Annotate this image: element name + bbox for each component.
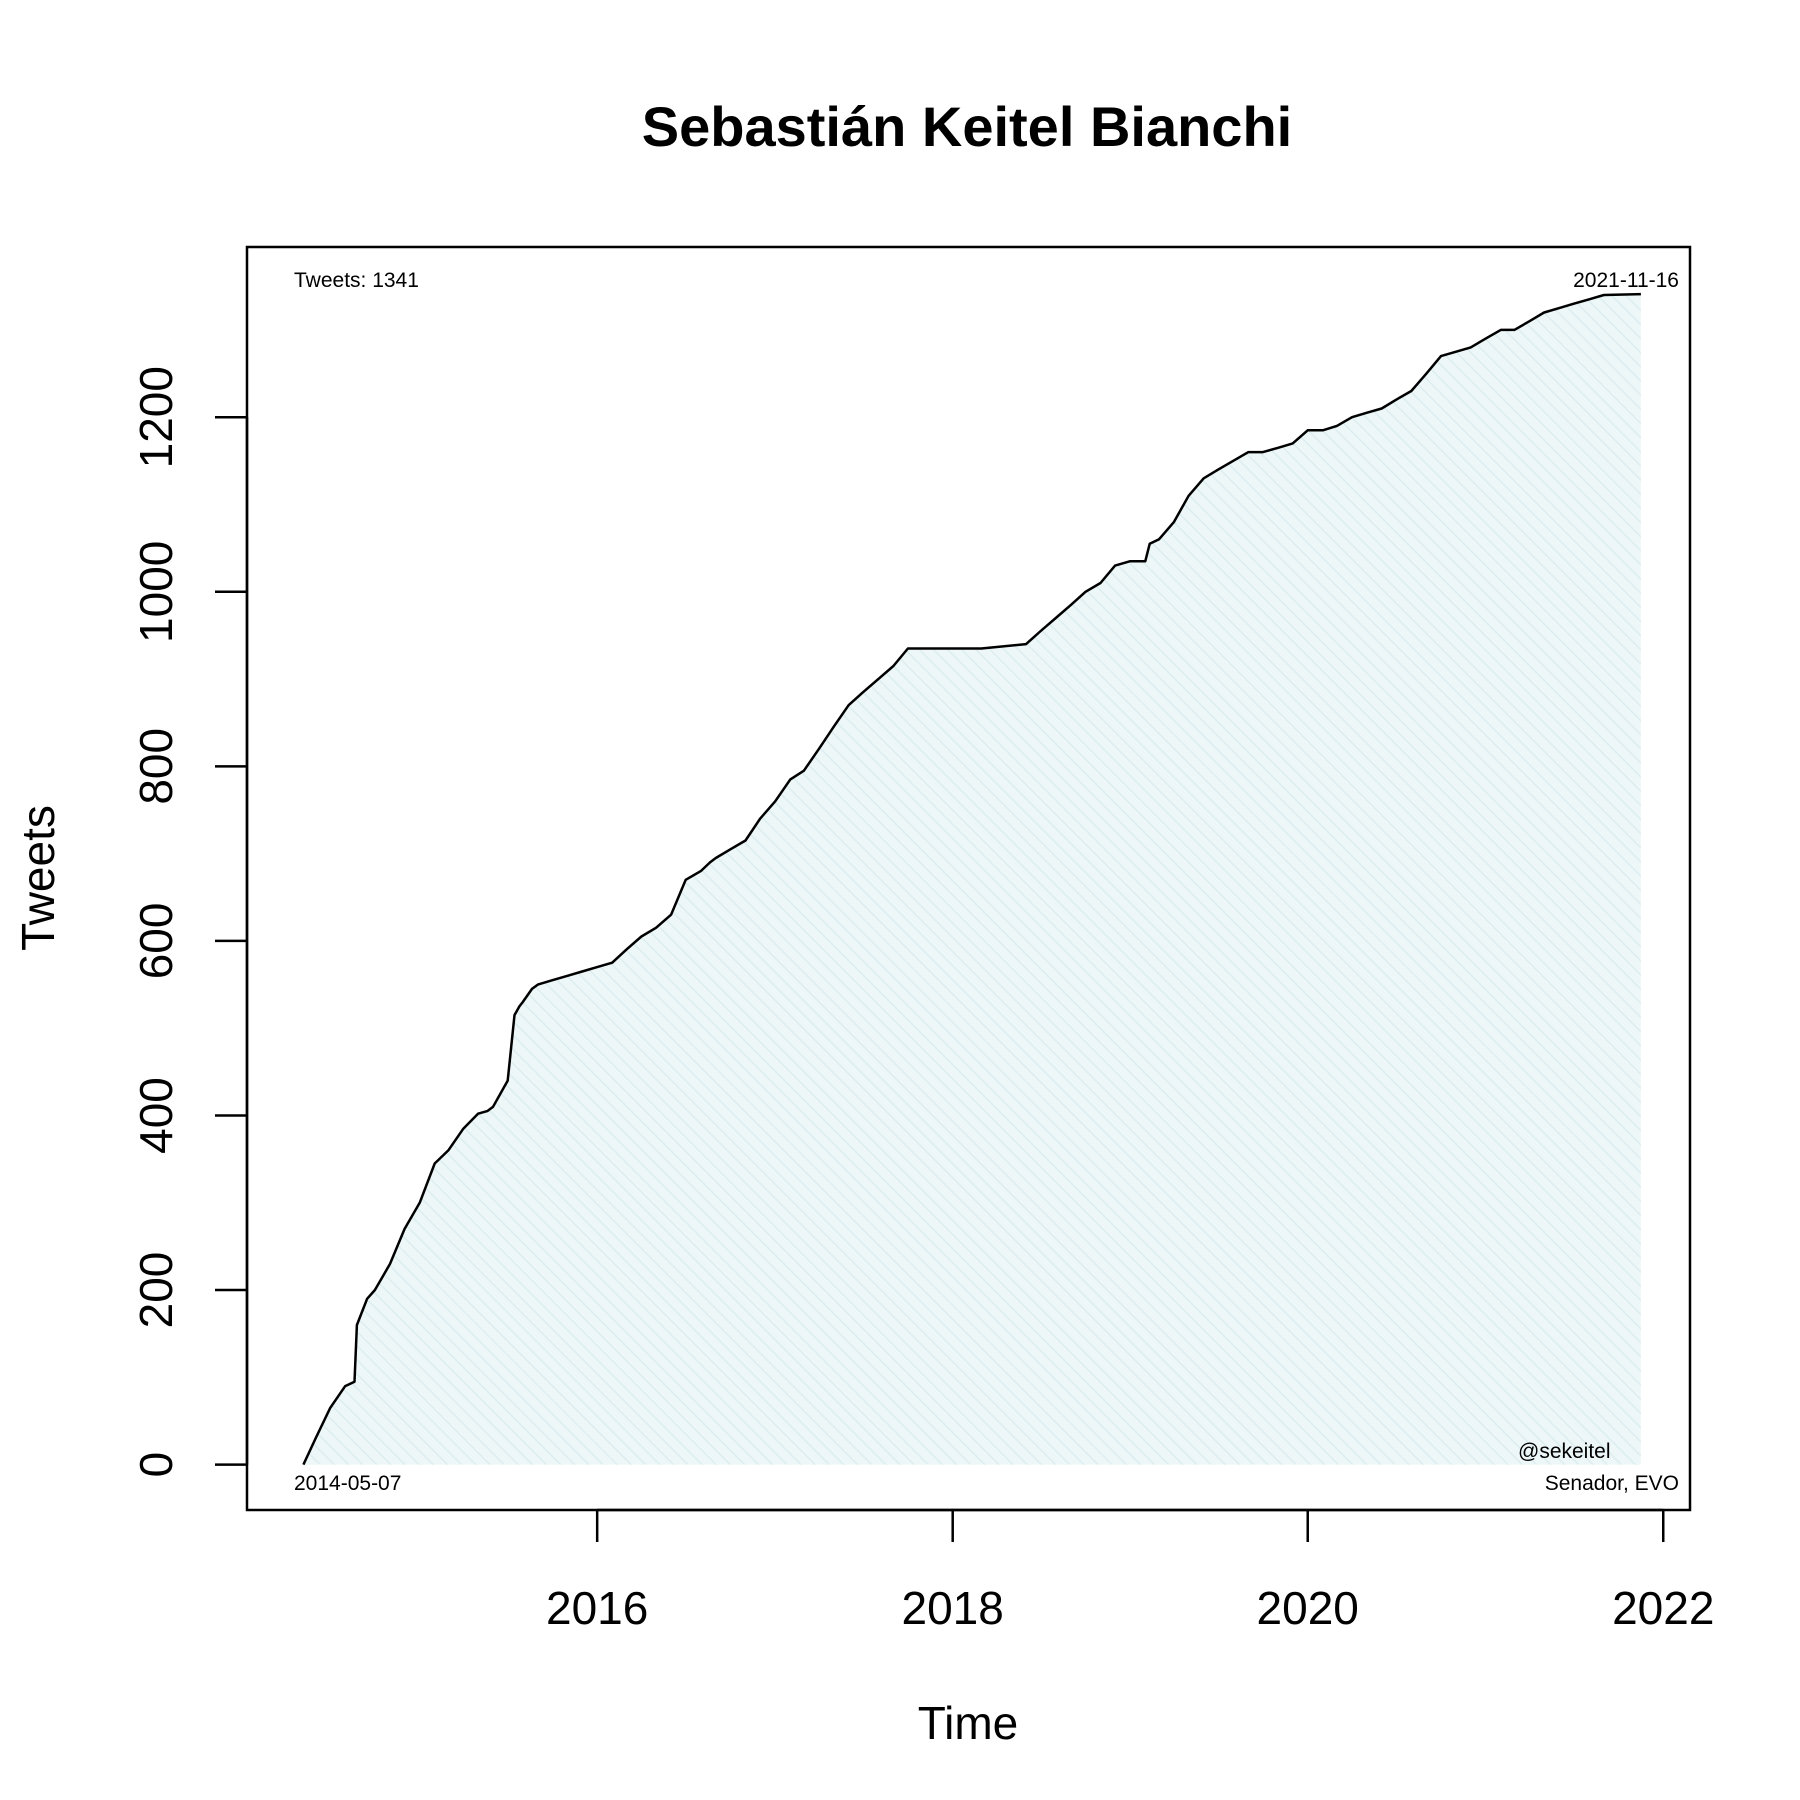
y-tick-label: 800 [130, 728, 182, 805]
y-axis: 0 200 400 600 800 1000 1200 [130, 366, 249, 1478]
handle-annotation: @sekeitel [1518, 1440, 1611, 1463]
start-date-annotation: 2014-05-07 [294, 1472, 401, 1495]
y-tick-label: 0 [130, 1452, 182, 1478]
role-annotation: Senador, EVO [1545, 1472, 1679, 1495]
tweet-count-annotation: Tweets: 1341 [294, 269, 419, 292]
x-axis-label: Time [918, 1697, 1019, 1749]
chart-title: Sebastián Keitel Bianchi [642, 95, 1292, 158]
y-tick-label: 200 [130, 1252, 182, 1329]
y-tick-label: 600 [130, 903, 182, 980]
plot-layer [302, 292, 1641, 1466]
series-line [302, 292, 1641, 1466]
y-tick-label: 400 [130, 1077, 182, 1154]
x-tick-label: 2016 [546, 1582, 648, 1634]
y-tick-label: 1200 [130, 366, 182, 468]
x-axis: 2016 2018 2020 2022 [546, 1508, 1714, 1634]
series-area [303, 294, 1641, 1465]
y-axis-label: Tweets [12, 805, 64, 951]
y-tick-label: 1000 [130, 541, 182, 643]
x-tick-label: 2018 [902, 1582, 1004, 1634]
x-tick-label: 2022 [1612, 1582, 1714, 1634]
x-tick-label: 2020 [1257, 1582, 1359, 1634]
end-date-annotation: 2021-11-16 [1573, 269, 1679, 292]
